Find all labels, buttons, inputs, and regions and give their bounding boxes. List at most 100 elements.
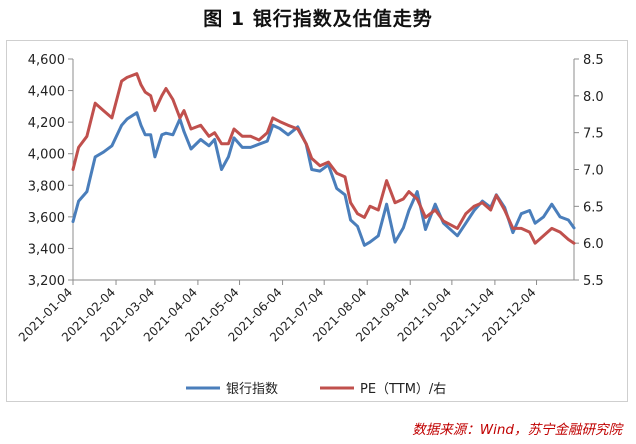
series-1-point — [271, 124, 274, 127]
series-1-point — [120, 124, 123, 127]
series-1-point — [110, 144, 114, 147]
series-1-point — [558, 215, 562, 219]
series-2-point — [377, 208, 380, 212]
series-2-point — [533, 242, 537, 245]
series-1-point — [227, 155, 230, 159]
series-1-point — [71, 220, 75, 223]
series-2-point — [407, 190, 411, 193]
series-2-point — [77, 146, 80, 149]
series-1-point — [363, 244, 366, 247]
series-2-point — [456, 227, 459, 230]
y-right-tick-label: 5.5 — [583, 274, 604, 289]
series-1-point — [278, 127, 281, 130]
series-1-point — [94, 155, 97, 159]
y-right-tick-label: 6.0 — [583, 237, 604, 252]
series-1-point — [207, 144, 211, 147]
series-1-point — [456, 234, 459, 237]
series-2-point — [528, 230, 531, 234]
series-1-point — [407, 209, 411, 212]
series-2-point — [160, 94, 163, 98]
series-2-point — [489, 208, 492, 212]
axes: 3,200 3,400 3,600 3,800 4,000 4,200 4,400 4,600… — [16, 53, 604, 344]
series-2-point — [481, 201, 484, 204]
series-1-point — [472, 209, 476, 212]
series-2-point — [102, 109, 105, 112]
y-left-tick-label: 3,800 — [28, 179, 65, 194]
series-1-point — [567, 218, 570, 222]
y-left-tick-label: 4,600 — [28, 53, 65, 68]
series-line-1 — [71, 111, 576, 247]
series-2-point — [189, 127, 193, 131]
y-left-tick-label: 4,400 — [28, 85, 65, 100]
series-2-point — [520, 227, 523, 230]
series-1-point — [434, 203, 437, 206]
legend: 银行指数 PE（TTM）/右 — [186, 382, 446, 397]
series-2-point — [164, 87, 168, 90]
series-2-point — [94, 102, 97, 105]
series-1-point — [189, 147, 193, 151]
series-2-point — [182, 109, 186, 112]
chart-title: 图 1 银行指数及估值走势 — [203, 8, 433, 30]
series-1-point — [511, 231, 515, 234]
series-1-point — [266, 139, 269, 143]
series-lines — [71, 72, 576, 247]
series-2-point — [511, 227, 515, 230]
series-2-point — [125, 76, 129, 79]
series-1-point — [318, 169, 322, 173]
series-1-point — [533, 222, 537, 225]
series-2-point — [385, 179, 388, 182]
series-2-point — [144, 90, 147, 94]
series-1-point — [416, 190, 419, 193]
series-1-point — [257, 143, 261, 146]
series-1-point — [102, 150, 105, 154]
chart-frame — [6, 40, 628, 402]
series-2-point — [542, 234, 545, 237]
series-1-point — [542, 215, 545, 219]
series-1-point — [199, 138, 202, 141]
series-2-point — [241, 135, 244, 138]
series-2-point — [363, 216, 366, 219]
series-2-point — [305, 142, 308, 145]
series-2-point — [434, 208, 437, 212]
series-2-point — [318, 164, 322, 167]
series-2-point — [368, 205, 372, 208]
series-1-point — [171, 133, 175, 136]
series-1-point — [135, 111, 138, 114]
series-1-point — [144, 133, 147, 136]
series-2-point — [85, 135, 89, 138]
series-1-point — [572, 226, 576, 230]
series-2-point — [220, 142, 223, 145]
series-1-point — [153, 155, 157, 159]
series-1-point — [343, 193, 347, 196]
series-1-point — [249, 146, 252, 149]
series-1-point — [424, 228, 427, 231]
series-2-point — [271, 116, 274, 120]
series-2-point — [402, 197, 405, 201]
series-1-point — [241, 146, 244, 149]
series-1-point — [528, 209, 531, 212]
series-2-point — [327, 160, 330, 164]
series-2-point — [266, 131, 269, 134]
series-1-point — [310, 168, 313, 171]
series-2-point — [550, 227, 553, 230]
series-1-point — [139, 124, 143, 127]
y-left-tick-label: 3,200 — [28, 274, 65, 289]
series-2-point — [120, 79, 123, 83]
series-2-point — [310, 157, 313, 160]
series-1-point — [402, 226, 405, 230]
series-2-point — [356, 212, 359, 215]
series-1-point — [286, 133, 290, 136]
series-1-point — [160, 133, 163, 136]
series-2-point — [286, 124, 290, 127]
series-2-point — [335, 172, 338, 175]
series-1-point — [550, 203, 553, 206]
series-2-point — [567, 238, 570, 241]
series-2-point — [393, 201, 397, 204]
series-2-point — [558, 230, 562, 234]
series-1-point — [385, 203, 388, 206]
series-1-point — [464, 222, 467, 225]
series-2-point — [472, 205, 476, 208]
y-left-tick-label: 4,000 — [28, 148, 65, 163]
y-right-tick-label: 8.0 — [583, 90, 604, 105]
series-1-point — [356, 225, 359, 228]
